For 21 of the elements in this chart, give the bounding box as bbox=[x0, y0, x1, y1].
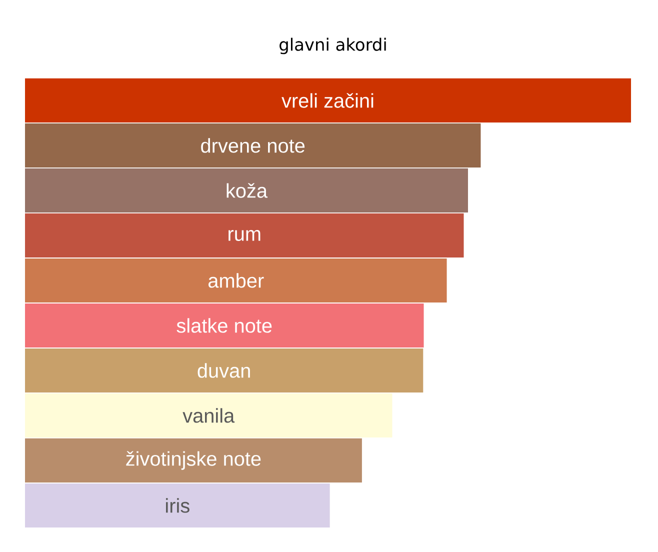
y-tick-label: vanila bbox=[182, 408, 235, 423]
bar bbox=[25, 213, 464, 258]
chart-title: glavni akordi bbox=[280, 38, 386, 54]
y-tick-label: vreli začini bbox=[282, 93, 374, 108]
y-tick-label: amber bbox=[208, 273, 264, 288]
y-tick-label: životinjske note bbox=[126, 451, 261, 470]
bar bbox=[25, 438, 362, 483]
y-tick-label: rum bbox=[228, 230, 260, 241]
y-tick-label: iris bbox=[166, 498, 190, 513]
bar bbox=[25, 348, 424, 393]
y-tick-label: slatke note bbox=[176, 318, 272, 333]
y-tick-label: drvene note bbox=[201, 138, 305, 153]
bar bbox=[25, 123, 481, 168]
y-tick-label: koža bbox=[226, 183, 268, 198]
bar bbox=[25, 168, 468, 213]
bar bbox=[25, 78, 632, 123]
bar bbox=[25, 483, 330, 528]
bar bbox=[25, 303, 424, 348]
y-tick-label: duvan bbox=[198, 363, 250, 378]
bar bbox=[25, 393, 392, 438]
bar bbox=[25, 258, 447, 303]
